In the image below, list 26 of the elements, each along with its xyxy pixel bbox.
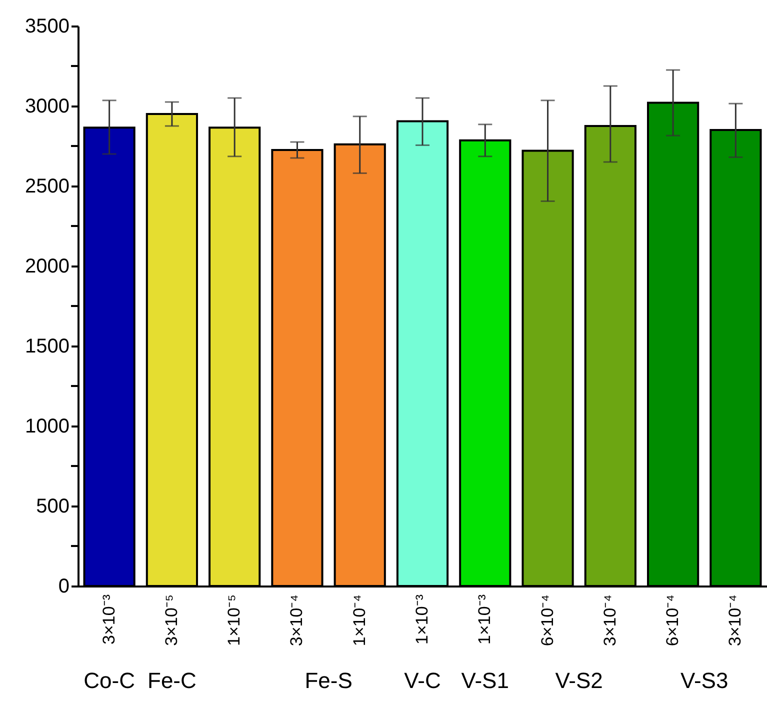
text: V-S3 [680, 668, 728, 694]
y-tick-label: 2000 [25, 256, 70, 278]
y-tick-label: 3000 [25, 96, 70, 118]
y-tick-label: 1500 [25, 336, 70, 358]
x-tick-label: 3×10⁻⁴ [726, 594, 745, 646]
text: V-S2 [555, 668, 603, 694]
x-tick-label: 3×10⁻⁵ [162, 594, 181, 646]
x-tick-label: 1×10⁻³ [412, 594, 432, 644]
y-tick-label: 3500 [25, 16, 70, 38]
y-tick-label: 1000 [25, 416, 70, 438]
x-tick-label: 6×10⁻⁴ [663, 594, 682, 646]
x-tick-label: 3×10⁻⁴ [600, 594, 620, 646]
text: V-C [404, 668, 441, 694]
x-tick-label: 6×10⁻⁴ [538, 594, 557, 646]
text: V-S1 [461, 668, 509, 694]
y-tick-label: 2500 [25, 176, 70, 198]
x-tick-label: 1×10⁻⁵ [224, 594, 244, 646]
text: Fe-C [148, 668, 196, 694]
y-tick-label: 0 [58, 576, 70, 598]
x-tick-label: 3×10⁻⁴ [287, 594, 306, 646]
x-tick-label: 3×10⁻³ [99, 594, 118, 644]
text: Fe-S [304, 668, 352, 694]
x-tick-label: 1×10⁻⁴ [350, 594, 369, 646]
y-tick-label: 500 [36, 496, 70, 518]
text: Co-C [84, 668, 135, 694]
x-tick-label: 1×10⁻³ [475, 594, 494, 644]
